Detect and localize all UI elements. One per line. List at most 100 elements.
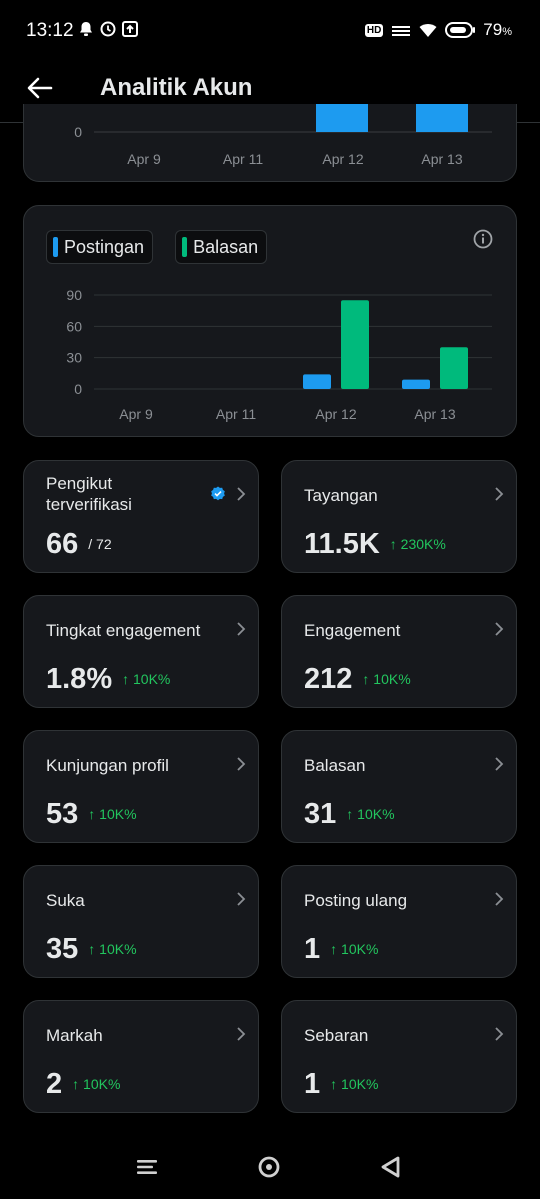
metric-value: 31 ↑ 10K%: [304, 798, 395, 831]
metric-change: ↑ 10K%: [88, 941, 137, 957]
chevron-right-icon: [495, 622, 504, 636]
metric-tile[interactable]: Balasan 31 ↑ 10K%: [281, 730, 517, 843]
chevron-right-icon: [237, 1027, 246, 1041]
chevron-right-icon: [237, 757, 246, 771]
status-time: 13:12: [26, 20, 74, 41]
metric-value: 1 ↑ 10K%: [304, 933, 378, 966]
system-nav-bar: [0, 1134, 540, 1199]
back-button[interactable]: [22, 70, 58, 106]
chevron-right-icon: [495, 1027, 504, 1041]
metric-value: 1 ↑ 10K%: [304, 1068, 378, 1101]
y-tick-label: 0: [74, 124, 82, 140]
metric-tile[interactable]: Sebaran 1 ↑ 10K%: [281, 1000, 517, 1113]
chevron-right-icon: [237, 892, 246, 906]
metric-value: 11.5K ↑ 230K%: [304, 528, 446, 561]
chart-card-posts-replies: Postingan Balasan 0 30 60 90 Apr 9 Apr 11 Apr …: [23, 205, 517, 437]
metric-value-number: 212: [304, 663, 353, 695]
upload-icon: [122, 21, 138, 37]
metric-value-number: 31: [304, 798, 337, 830]
legend-swatch-posts: [53, 237, 58, 257]
metric-tile[interactable]: Tayangan 11.5K ↑ 230K%: [281, 460, 517, 573]
metric-change: ↑ 10K%: [330, 941, 379, 957]
metric-label: Tingkat engagement: [46, 621, 201, 640]
metric-tile[interactable]: Suka 35 ↑ 10K%: [23, 865, 259, 978]
info-icon[interactable]: [472, 228, 494, 250]
legend-swatch-replies: [182, 237, 188, 257]
metric-change: ↑ 10K%: [330, 1076, 379, 1092]
clock-icon: [100, 21, 116, 37]
metric-label: Markah: [46, 1026, 103, 1045]
verified-badge-icon: [211, 486, 225, 501]
chevron-right-icon: [495, 487, 504, 501]
posts-replies-chart: 0 30 60 90 Apr 9 Apr 11 Apr 12 Apr 13: [66, 287, 492, 422]
bar-posts: [303, 374, 331, 389]
metric-tile[interactable]: Kunjungan profil 53 ↑ 10K%: [23, 730, 259, 843]
hd-badge: HD: [364, 23, 384, 37]
metric-change: ↑ 10K%: [122, 671, 171, 687]
y-tick-label: 90: [66, 287, 82, 303]
battery-level: 79%: [483, 20, 512, 39]
page-title: Analitik Akun: [100, 74, 253, 101]
x-tick-label: Apr 13: [421, 151, 462, 167]
x-tick-label: Apr 9: [119, 406, 153, 422]
metric-tile[interactable]: Markah 2 ↑ 10K%: [23, 1000, 259, 1113]
metric-label: Sebaran: [304, 1026, 369, 1045]
metric-value-number: 1: [304, 1068, 321, 1100]
x-tick-label: Apr 11: [223, 151, 263, 167]
metric-value-number: 1.8%: [46, 663, 113, 695]
metric-tile[interactable]: Engagement 212 ↑ 10K%: [281, 595, 517, 708]
metric-tile[interactable]: Pengikut terverifikasi 66 / 72: [23, 460, 259, 573]
bar-partial: [416, 104, 468, 132]
metric-value-number: 2: [46, 1068, 63, 1100]
metric-change: ↑ 230K%: [389, 536, 446, 552]
metric-value: 53 ↑ 10K%: [46, 798, 137, 831]
metric-change: ↑ 10K%: [346, 806, 395, 822]
metric-value: 212 ↑ 10K%: [304, 663, 411, 696]
legend-item-replies[interactable]: Balasan: [175, 230, 268, 264]
x-tick-label: Apr 9: [127, 151, 161, 167]
menu-icon[interactable]: [134, 1154, 160, 1180]
metric-value-number: 35: [46, 933, 79, 965]
legend-label-replies: Balasan: [193, 236, 259, 257]
chevron-right-icon: [495, 757, 504, 771]
metric-label: Balasan: [304, 756, 366, 775]
metric-value-number: 66: [46, 528, 79, 560]
metric-change: ↑ 10K%: [72, 1076, 121, 1092]
metric-label: Engagement: [304, 621, 401, 640]
x-tick-label: Apr 13: [414, 406, 455, 422]
metric-total: / 72: [88, 536, 112, 552]
metric-tile[interactable]: Tingkat engagement 1.8% ↑ 10K%: [23, 595, 259, 708]
metric-label: Suka: [46, 891, 85, 910]
metric-label: Pengikut terverifikasi: [46, 474, 132, 514]
metric-value: 2 ↑ 10K%: [46, 1068, 120, 1101]
legend-item-posts[interactable]: Postingan: [46, 230, 154, 264]
metric-change: ↑ 10K%: [88, 806, 137, 822]
home-icon[interactable]: [256, 1154, 282, 1180]
bar-partial: [316, 104, 368, 132]
metric-value-number: 1: [304, 933, 321, 965]
chart-legend: Postingan Balasan: [46, 230, 268, 264]
chevron-right-icon: [237, 622, 246, 636]
arrow-left-icon: [27, 77, 53, 99]
metric-value: 35 ↑ 10K%: [46, 933, 137, 966]
battery-icon: [445, 22, 476, 38]
metric-value: 66 / 72: [46, 528, 112, 561]
x-tick-label: Apr 12: [322, 151, 363, 167]
wifi-icon: [419, 24, 437, 37]
metric-tile[interactable]: Posting ulang 1 ↑ 10K%: [281, 865, 517, 978]
chevron-right-icon: [495, 892, 504, 906]
metric-label: Tayangan: [304, 486, 378, 505]
chevron-right-icon: [237, 487, 246, 501]
signal-icon: [392, 26, 411, 36]
bar-replies: [341, 300, 369, 389]
status-bar: 13:12 HD 79%: [0, 0, 540, 60]
top-chart: 0 Apr 9 Apr 11 Apr 12 Apr 13: [74, 104, 492, 167]
metric-change: ↑ 10K%: [362, 671, 411, 687]
bar-posts: [402, 379, 430, 389]
metric-value-number: 53: [46, 798, 79, 830]
legend-label-posts: Postingan: [64, 236, 145, 257]
metric-label: Posting ulang: [304, 891, 408, 910]
metric-label: Kunjungan profil: [46, 756, 169, 775]
chart-card-top: 0 Apr 9 Apr 11 Apr 12 Apr 13: [23, 104, 517, 182]
back-triangle-icon[interactable]: [378, 1154, 404, 1180]
